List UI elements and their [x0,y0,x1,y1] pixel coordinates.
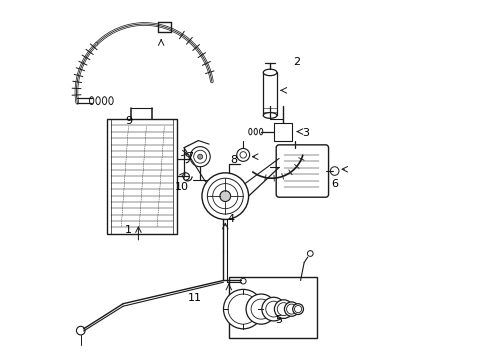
Text: 6: 6 [331,179,338,189]
Bar [274,123,292,140]
Text: 7: 7 [186,152,193,162]
Ellipse shape [102,97,107,105]
Circle shape [228,294,258,324]
Circle shape [202,173,248,220]
Bar [263,72,277,116]
Circle shape [76,326,85,335]
Ellipse shape [263,113,277,118]
Circle shape [223,289,263,329]
Circle shape [330,167,339,175]
Ellipse shape [96,97,100,105]
Circle shape [307,251,313,256]
Circle shape [207,178,243,214]
FancyBboxPatch shape [276,145,329,197]
Circle shape [287,304,296,314]
Ellipse shape [260,129,263,135]
Text: 1: 1 [125,225,132,235]
Bar [107,119,177,234]
Circle shape [262,297,286,321]
Circle shape [294,306,302,313]
Circle shape [251,299,271,319]
Text: 10: 10 [175,182,189,192]
Circle shape [293,304,303,315]
Text: 3: 3 [302,129,310,138]
Circle shape [197,154,203,159]
Ellipse shape [263,69,277,76]
Circle shape [220,191,231,202]
Ellipse shape [249,129,252,135]
Circle shape [266,301,282,317]
Circle shape [240,278,246,284]
Circle shape [285,302,299,316]
Circle shape [194,150,207,163]
Circle shape [274,300,293,319]
Text: 5: 5 [275,315,283,325]
Text: 4: 4 [227,215,234,224]
Circle shape [240,152,246,158]
Circle shape [277,303,290,316]
Text: 9: 9 [125,116,132,126]
Text: 11: 11 [188,293,202,303]
Circle shape [246,294,276,324]
Circle shape [190,147,210,167]
Bar [229,277,317,338]
Text: 8: 8 [231,155,238,165]
Ellipse shape [254,129,257,135]
Circle shape [237,148,250,161]
Text: 2: 2 [294,57,300,67]
Circle shape [213,184,238,209]
Ellipse shape [90,97,94,105]
Ellipse shape [109,97,113,105]
